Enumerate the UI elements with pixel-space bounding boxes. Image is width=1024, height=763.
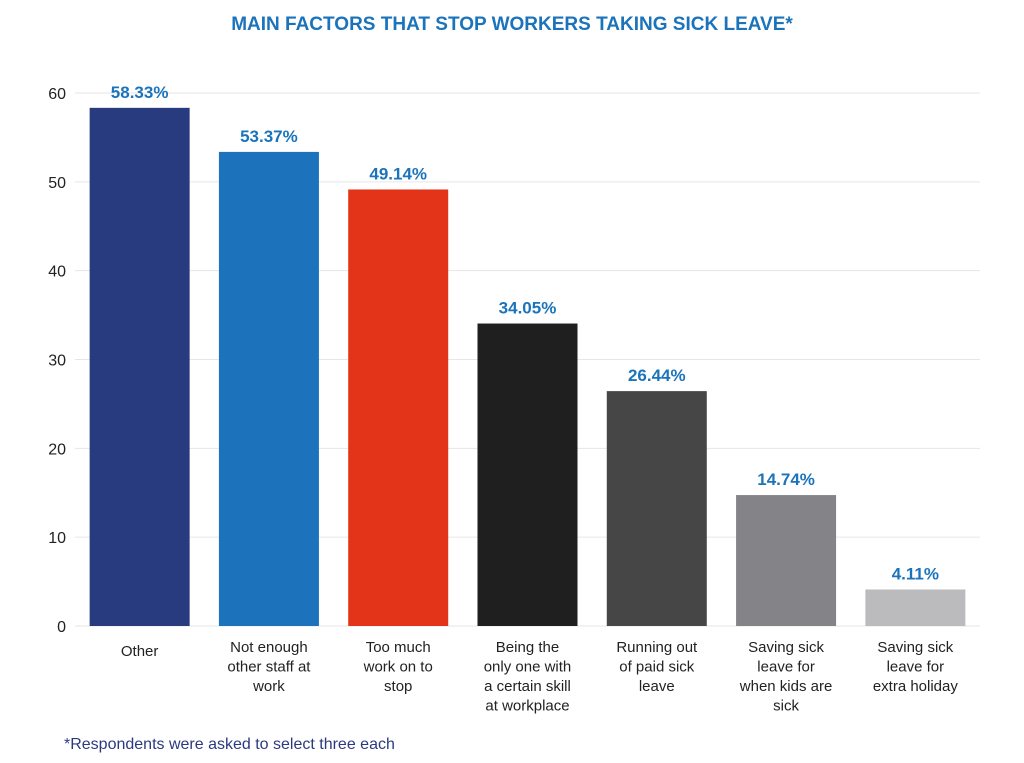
- y-axis-ticks: 0 10 20 30 40 50 60: [48, 86, 66, 636]
- bar: [865, 589, 966, 626]
- data-label: 26.44%: [628, 366, 686, 385]
- category-label-line: of paid sick: [619, 659, 695, 676]
- category-label: Saving sick leave for extra holiday: [873, 639, 959, 695]
- category-label-line: sick: [773, 698, 799, 715]
- category-label-line: Running out: [616, 639, 698, 656]
- category-labels: Other Not enough other staff at work Too muc…: [121, 639, 958, 715]
- category-label: Being the only one with a certain skill at …: [484, 639, 572, 715]
- chart-title: MAIN FACTORS THAT STOP WORKERS TAKING SI…: [231, 14, 793, 35]
- bar: [348, 189, 449, 626]
- data-label: 49.14%: [369, 164, 427, 183]
- category-label: Saving sick leave for when kids are sick: [739, 639, 833, 715]
- y-tick-label: 50: [48, 175, 66, 192]
- data-label: 34.05%: [499, 299, 557, 318]
- category-label-line: work on to: [363, 659, 433, 676]
- y-tick-label: 30: [48, 353, 66, 370]
- category-label-line: Saving sick: [748, 639, 824, 656]
- data-label: 4.11%: [892, 564, 939, 583]
- category-label-line: stop: [384, 678, 412, 695]
- bar: [477, 323, 578, 626]
- category-label-line: Too much: [366, 639, 431, 656]
- y-tick-label: 40: [48, 264, 66, 281]
- y-tick-label: 0: [57, 619, 66, 636]
- data-label: 53.37%: [240, 127, 298, 146]
- category-label: Other: [121, 643, 159, 660]
- y-tick-label: 60: [48, 86, 66, 103]
- category-label-line: leave: [639, 678, 675, 695]
- category-label: Running out of paid sick leave: [616, 639, 698, 695]
- category-label-line: when kids are: [739, 678, 833, 695]
- bar: [218, 151, 319, 627]
- data-label: 58.33%: [111, 83, 169, 102]
- bar: [606, 391, 707, 626]
- category-label-line: Not enough: [230, 639, 308, 656]
- y-tick-label: 20: [48, 441, 66, 458]
- category-label-line: work: [252, 678, 285, 695]
- category-label-line: Other: [121, 643, 159, 660]
- data-label: 14.74%: [757, 470, 815, 489]
- category-label-line: Saving sick: [877, 639, 953, 656]
- category-label-line: at workplace: [485, 698, 569, 715]
- bar: [89, 107, 190, 627]
- category-label-line: Being the: [496, 639, 559, 656]
- footnote: *Respondents were asked to select three …: [64, 736, 395, 753]
- category-label: Not enough other staff at work: [227, 639, 311, 695]
- bars: [89, 107, 966, 627]
- category-label-line: other staff at: [227, 659, 311, 676]
- category-label-line: leave for: [757, 659, 815, 676]
- category-label-line: extra holiday: [873, 678, 959, 695]
- category-label-line: only one with: [484, 659, 572, 676]
- category-label-line: a certain skill: [484, 678, 571, 695]
- data-labels: 58.33% 53.37% 49.14% 34.05% 26.44% 14.74% 4.11…: [111, 83, 939, 584]
- y-tick-label: 10: [48, 530, 66, 547]
- category-label: Too much work on to stop: [363, 639, 433, 695]
- bar: [736, 495, 837, 626]
- category-label-line: leave for: [887, 659, 945, 676]
